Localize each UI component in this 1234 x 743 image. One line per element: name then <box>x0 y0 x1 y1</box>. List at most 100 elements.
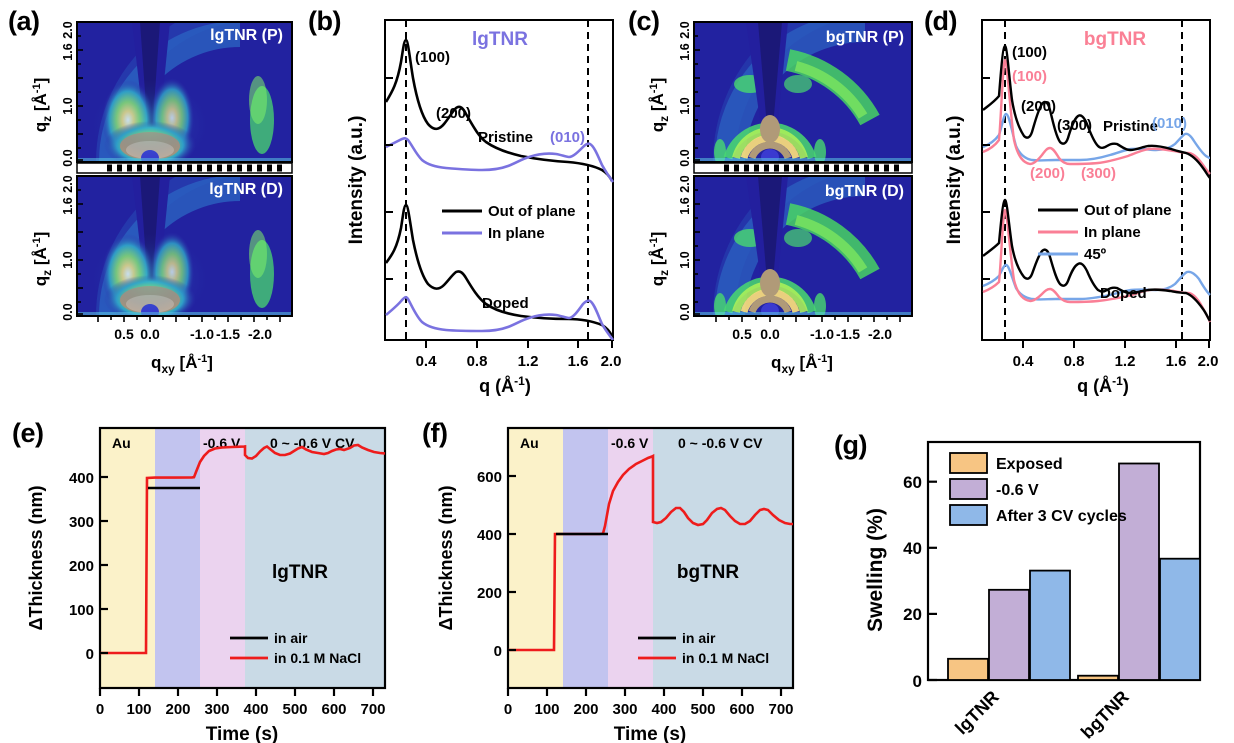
panel-d-xaxis-ticks <box>1022 340 1210 348</box>
panel-c-ylabel-top: qz [Å-1] <box>648 78 671 133</box>
panel-d-doped-outofplane-curve <box>982 198 1212 322</box>
svg-text:600: 600 <box>477 469 502 486</box>
panel-g-yaxis-ticks <box>928 480 937 682</box>
panel-d-svg: bgTNR (100) (100) (200) (300) Pristine (… <box>944 19 1219 396</box>
panel-f-legend: in air in 0.1 M NaCl <box>638 630 769 666</box>
panel-a-top-title: lgTNR (P) <box>210 27 283 44</box>
panel-f-label: (f) <box>422 418 448 448</box>
svg-text:1.6: 1.6 <box>568 353 589 370</box>
svg-text:2.0: 2.0 <box>61 21 75 38</box>
svg-text:0.5: 0.5 <box>114 326 134 342</box>
svg-text:300: 300 <box>204 701 229 718</box>
panel-b-xlabel: q (Å-1) <box>479 374 531 396</box>
panel-f-region-label-cv: 0 ~ -0.6 V CV <box>678 435 763 451</box>
svg-text:2.0: 2.0 <box>1198 353 1219 370</box>
panel-b-doped-inplane-curve <box>385 295 615 341</box>
panel-d-ylabel: Intensity (a.u.) <box>944 116 965 245</box>
bar-lgtnr-exposed <box>947 657 989 681</box>
svg-text:1.6: 1.6 <box>61 197 75 214</box>
svg-text:600: 600 <box>321 701 346 718</box>
svg-text:-1.5: -1.5 <box>836 326 860 342</box>
panel-d-anno-200-pink: (200) <box>1030 165 1065 182</box>
svg-text:1.0: 1.0 <box>678 97 692 114</box>
panel-c-top-ytick-labels: 2.0 1.6 1.0 0.0 <box>678 21 692 166</box>
panel-f-xaxis-ticks <box>506 688 783 696</box>
svg-text:700: 700 <box>360 701 385 718</box>
panel-g-bars-lgtnr <box>947 569 1071 681</box>
panel-d-label: (d) <box>924 6 957 36</box>
svg-text:1.0: 1.0 <box>61 97 75 114</box>
panel-f-sample-label: bgTNR <box>677 562 740 583</box>
panel-f-legend-label-0: in air <box>682 630 716 646</box>
svg-text:0.0: 0.0 <box>678 149 692 166</box>
panel-d-xlabel: q (Å-1) <box>1077 374 1129 396</box>
panel-a-bottom-title: lgTNR (D) <box>209 181 283 198</box>
bar-lgtnr-neg06v <box>988 588 1030 681</box>
svg-text:200: 200 <box>69 558 94 575</box>
svg-text:qz [Å-1]: qz [Å-1] <box>648 78 671 133</box>
panel-e-svg: Au -0.6 V 0 ~ -0.6 V CV lgTNR in air in … <box>26 426 387 743</box>
panel-f-svg: Au -0.6 V 0 ~ -0.6 V CV bgTNR in air in … <box>436 426 795 743</box>
svg-text:100: 100 <box>126 701 151 718</box>
panel-b-anno-010: (010) <box>550 129 585 146</box>
panel-c-top-yaxis <box>694 21 700 161</box>
svg-text:-1.0: -1.0 <box>190 326 214 342</box>
panel-g-label: (g) <box>834 430 867 460</box>
gisaxs-image-bgtnr-pristine: bgTNR (P) <box>693 21 913 163</box>
panel-b-anno-pristine: Pristine <box>478 129 533 146</box>
panel-c: (c) <box>620 0 930 400</box>
panel-b-svg: lgTNR (100) (200) Pristine (010) Doped O… <box>346 19 621 396</box>
panel-b-ylabel: Intensity (a.u.) <box>346 116 367 245</box>
panel-b: (b) lgTNR (100) (200) Pristine (010) Dop… <box>300 0 630 400</box>
svg-text:0.0: 0.0 <box>678 303 692 320</box>
svg-text:0.0: 0.0 <box>61 303 75 320</box>
panel-c-svg: bgTNR (P) <box>648 21 913 376</box>
panel-d-doped-45-curve <box>982 263 1211 301</box>
svg-text:200: 200 <box>573 701 598 718</box>
svg-text:0.4: 0.4 <box>416 353 438 370</box>
panel-f-legend-label-1: in 0.1 M NaCl <box>682 650 769 666</box>
panel-f-region-label-neg06: -0.6 V <box>611 435 649 451</box>
panel-f-nacl-curve <box>508 453 793 652</box>
panel-g-svg: Exposed -0.6 V After 3 CV cycles 0 20 40… <box>864 440 1202 743</box>
panel-d-anno-300-pink: (300) <box>1081 165 1116 182</box>
panel-b-xaxis-ticks <box>425 340 613 348</box>
panel-d-legend-label-0: Out of plane <box>1084 202 1172 219</box>
panel-b-yaxis-ticks <box>385 77 393 280</box>
panel-e-legend-label-0: in air <box>274 630 308 646</box>
panel-d-legend: Out of plane In plane 45º <box>1038 202 1172 263</box>
panel-a-top-ytick-labels: 2.0 1.6 1.0 0.0 <box>61 21 75 166</box>
panel-c-ylabel-bottom: qz [Å-1] <box>648 232 671 287</box>
panel-e-nacl-curve <box>100 443 386 655</box>
gisaxs-image-bgtnr-doped: bgTNR (D) <box>693 175 913 317</box>
panel-e-region-label-cv: 0 ~ -0.6 V CV <box>270 435 355 451</box>
svg-text:0.8: 0.8 <box>467 353 488 370</box>
svg-text:-2.0: -2.0 <box>248 326 272 342</box>
panel-a: (a) <box>0 0 310 400</box>
panel-e-xaxis-ticks <box>98 688 375 696</box>
gisaxs-image-lgtnr-doped: lgTNR (D) <box>76 175 293 317</box>
svg-text:qz [Å-1]: qz [Å-1] <box>31 232 54 287</box>
panel-e-sample-label: lgTNR <box>272 562 328 583</box>
panel-e-region-label-au: Au <box>112 435 131 451</box>
svg-text:1.2: 1.2 <box>518 353 539 370</box>
svg-text:200: 200 <box>165 701 190 718</box>
panel-d-xtick-labels: 0.4 0.8 1.2 1.6 2.0 <box>1013 353 1219 370</box>
svg-text:1.6: 1.6 <box>678 197 692 214</box>
panel-e-ytick-labels: 0 100 200 300 400 <box>69 470 94 663</box>
bar-lgtnr-cv <box>1029 569 1071 681</box>
panel-d-pristine-45-curve <box>982 112 1211 162</box>
panel-a-xtick-labels: 0.5 0.0 -1.0 -1.5 -2.0 <box>114 326 272 342</box>
gisaxs-image-lgtnr-pristine: lgTNR (P) <box>76 21 293 163</box>
svg-text:0.8: 0.8 <box>1064 353 1085 370</box>
panel-e-regions <box>100 428 385 688</box>
svg-text:0.5: 0.5 <box>732 326 752 342</box>
panel-b-anno-100: (100) <box>415 49 450 66</box>
panel-b-pristine-inplane-curve <box>385 137 615 183</box>
bar-bgtnr-exposed <box>1077 674 1119 681</box>
svg-text:qz [Å-1]: qz [Å-1] <box>648 232 671 287</box>
svg-text:2.0: 2.0 <box>678 21 692 38</box>
panel-e: (e) Au -0.6 V 0 ~ -0.6 V CV lgTNR in air… <box>0 400 420 743</box>
panel-g-legend: Exposed -0.6 V After 3 CV cycles <box>949 452 1127 526</box>
panel-b-legend-label-1: In plane <box>488 225 545 242</box>
